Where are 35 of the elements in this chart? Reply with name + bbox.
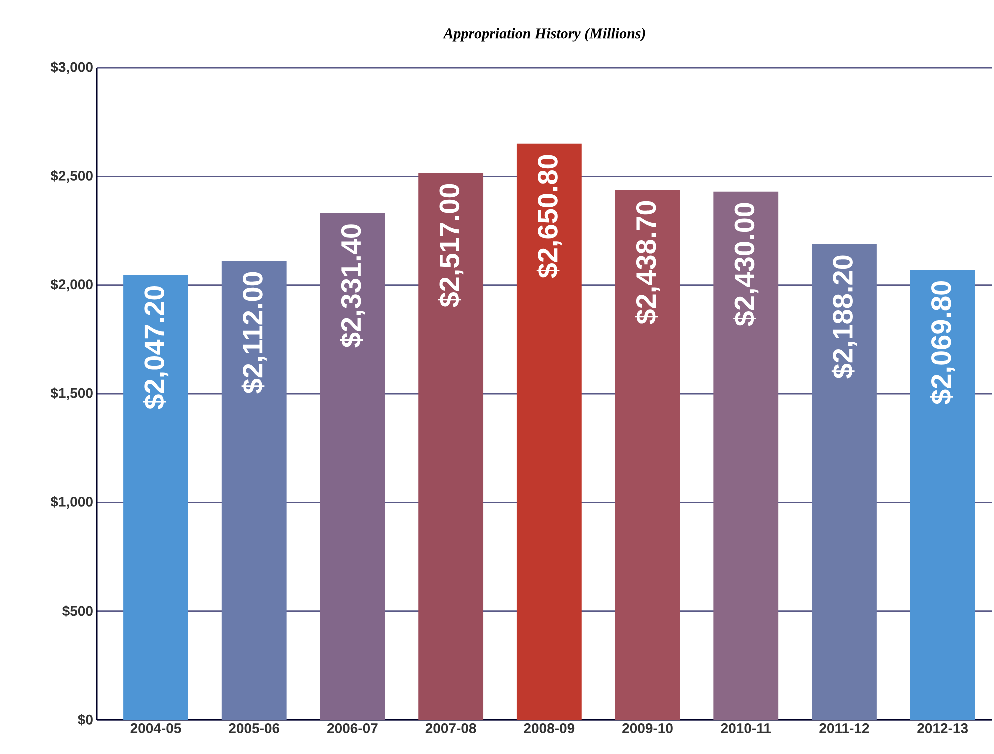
y-tick-label: $500	[62, 606, 93, 618]
x-tick-label: 2008-09	[524, 724, 575, 734]
bar	[222, 260, 287, 720]
y-tick-label: $2,000	[50, 279, 93, 292]
data-label: $2,188.20	[832, 256, 858, 379]
bar	[714, 192, 779, 720]
bar	[124, 275, 188, 720]
y-tick-label: $0	[78, 714, 93, 726]
data-label: $2,517.00	[438, 184, 464, 308]
bar	[812, 244, 877, 720]
x-tick-label: 2006-07	[328, 724, 378, 734]
data-label: $2,438.70	[635, 201, 660, 324]
x-tick-label: 2004-05	[130, 724, 182, 734]
y-tick-label: $3,000	[50, 62, 93, 74]
bar	[910, 270, 976, 720]
data-label: $2,047.20	[143, 286, 169, 410]
bar	[615, 190, 680, 720]
bar	[320, 213, 386, 720]
bar	[418, 172, 484, 720]
y-tick-label: $1,500	[50, 388, 93, 400]
data-label: $2,430.00	[734, 203, 759, 326]
x-tick-label: 2012-13	[918, 724, 968, 734]
x-tick-label: 2005-06	[229, 724, 280, 734]
chart-title: Appropriation History (Millions)	[442, 28, 646, 42]
data-label: $2,069.80	[930, 282, 956, 405]
x-tick-label: 2009-10	[622, 724, 673, 734]
x-tick-label: 2007-08	[426, 724, 476, 734]
bar	[516, 144, 582, 720]
data-label: $2,650.80	[536, 155, 562, 278]
x-tick-label: 2011-12	[820, 724, 870, 734]
data-label: $2,331.40	[340, 224, 366, 348]
y-tick-label: $1,000	[50, 496, 93, 509]
data-label: $2,112.00	[242, 272, 267, 394]
y-tick-label: $2,500	[50, 170, 93, 183]
x-tick-label: 2010-11	[721, 724, 772, 734]
